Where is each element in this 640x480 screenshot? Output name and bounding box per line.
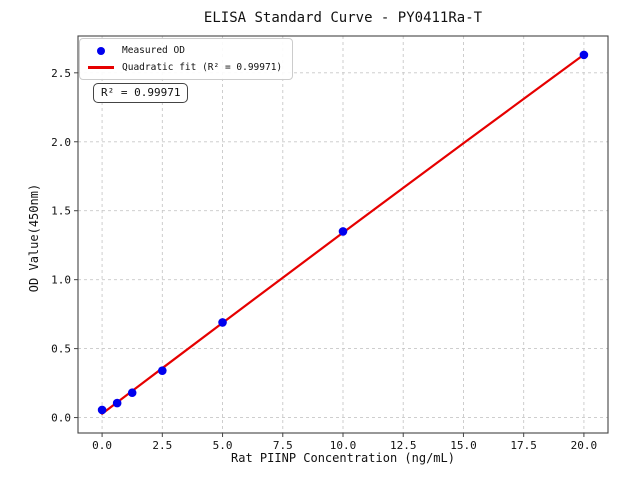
data-point — [579, 50, 589, 60]
x-tick-label: 10.0 — [330, 439, 357, 452]
x-tick-label: 15.0 — [450, 439, 477, 452]
line-sample-icon — [88, 66, 114, 69]
y-axis-label: OD Value(450nm) — [27, 183, 41, 293]
scatter-marker-icon — [97, 46, 105, 55]
data-point — [112, 398, 122, 408]
x-tick-label: 7.5 — [273, 439, 293, 452]
y-tick-label: 1.0 — [51, 274, 71, 287]
y-tick-label: 1.5 — [51, 205, 71, 218]
x-tick-label: 17.5 — [510, 439, 537, 452]
x-tick-label: 12.5 — [390, 439, 417, 452]
y-tick-label: 2.0 — [51, 136, 71, 149]
data-point — [218, 318, 227, 327]
x-tick-label: 20.0 — [571, 439, 598, 452]
legend-label-quadratic-fit: Quadratic fit (R² = 0.99971) — [122, 62, 283, 73]
chart-title: ELISA Standard Curve - PY0411Ra-T — [203, 10, 483, 26]
x-tick-label: 5.0 — [213, 439, 233, 452]
x-axis-label: Rat PIINP Concentration (ng/mL) — [231, 451, 455, 465]
legend-label-measured-od: Measured OD — [122, 45, 185, 56]
data-point — [97, 405, 107, 415]
data-point — [127, 388, 137, 398]
legend-item-quadratic-fit: Quadratic fit (R² = 0.99971) — [88, 61, 282, 74]
x-tick-label: 0.0 — [92, 439, 112, 452]
y-tick-label: 2.5 — [51, 67, 71, 80]
y-tick-label: 0.5 — [51, 343, 71, 356]
legend-swatch-area — [88, 66, 114, 69]
data-point — [338, 227, 348, 236]
legend-item-measured-od: Measured OD — [88, 44, 282, 57]
legend: Measured OD Quadratic fit (R² = 0.99971) — [79, 38, 294, 80]
x-tick-label: 2.5 — [152, 439, 172, 452]
r-squared-annotation: R² = 0.99971 — [93, 83, 189, 103]
legend-swatch-area — [88, 46, 114, 55]
data-point — [158, 366, 167, 375]
y-tick-label: 0.0 — [51, 412, 71, 425]
